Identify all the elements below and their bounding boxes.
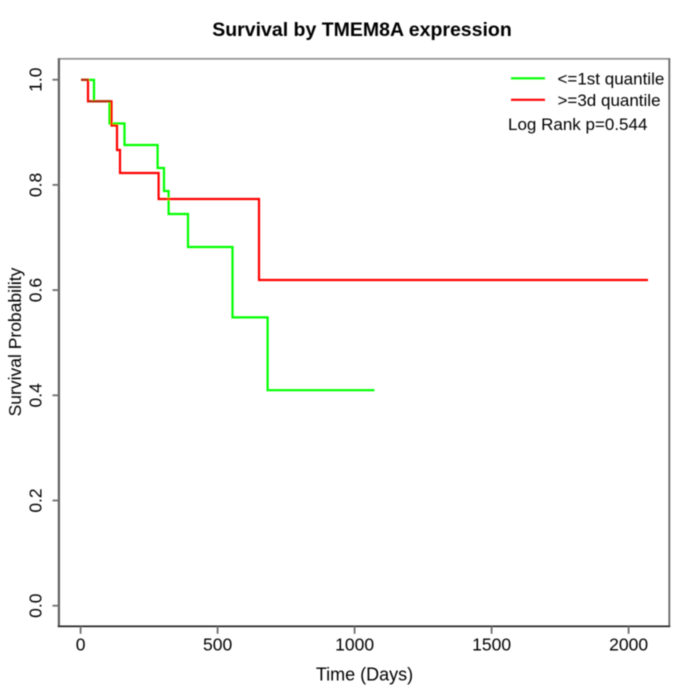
svg-text:Log Rank p=0.544: Log Rank p=0.544: [508, 115, 647, 134]
svg-text:1000: 1000: [335, 635, 374, 655]
svg-text:500: 500: [203, 635, 232, 655]
svg-text:Survival Probability: Survival Probability: [5, 267, 25, 416]
svg-text:>=3d quantile: >=3d quantile: [558, 91, 661, 110]
svg-text:0.8: 0.8: [25, 173, 45, 197]
svg-text:Survival by TMEM8A expression: Survival by TMEM8A expression: [212, 19, 511, 41]
svg-text:1500: 1500: [472, 635, 511, 655]
svg-text:0.6: 0.6: [25, 278, 45, 302]
svg-text:0.0: 0.0: [25, 593, 45, 618]
svg-text:2000: 2000: [609, 635, 648, 655]
svg-text:1.0: 1.0: [25, 67, 45, 92]
svg-text:<=1st quantile: <=1st quantile: [558, 70, 665, 89]
svg-text:0.2: 0.2: [25, 488, 45, 512]
svg-text:0: 0: [76, 635, 86, 655]
svg-text:Time (Days): Time (Days): [316, 665, 413, 685]
svg-text:0.4: 0.4: [25, 383, 45, 408]
